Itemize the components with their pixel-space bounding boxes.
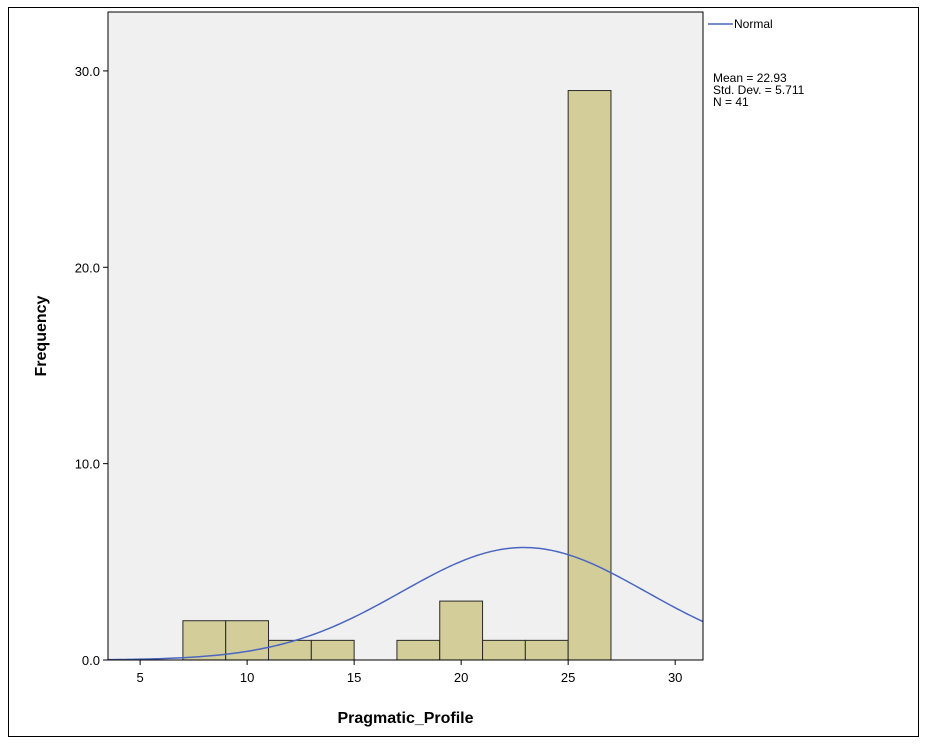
y-axis-title: Frequency <box>33 295 50 376</box>
x-tick-label-1: 10 <box>240 670 254 685</box>
y-tick-label-0: 0.0 <box>82 653 100 668</box>
bars-group <box>182 90 612 661</box>
legend: Normal Mean = 22.93 Std. Dev. = 5.711 N … <box>708 17 805 109</box>
y-axis: 0.0 10.0 20.0 30.0 <box>75 64 108 668</box>
y-tick-label-1: 10.0 <box>75 457 100 472</box>
legend-entry-normal: Normal <box>734 17 773 31</box>
normal-curve <box>107 546 704 661</box>
plot-area <box>108 12 703 660</box>
legend-stat-std: Std. Dev. = 5.711 <box>713 83 805 97</box>
x-tick-label-3: 20 <box>454 670 468 685</box>
histogram-bar-7 <box>524 639 569 661</box>
x-tick-label-0: 5 <box>136 670 143 685</box>
legend-stat-n: N = 41 <box>713 95 749 109</box>
x-tick-label-5: 30 <box>668 670 682 685</box>
x-axis: 5 10 15 20 25 30 <box>136 660 682 685</box>
histogram-bar-6 <box>482 639 526 661</box>
y-tick-label-3: 30.0 <box>75 64 100 79</box>
x-tick-label-2: 15 <box>347 670 361 685</box>
histogram-bar-8 <box>567 90 612 661</box>
histogram-bar-5 <box>439 600 484 661</box>
histogram-bar-4 <box>396 639 441 661</box>
histogram-bar-3 <box>310 639 355 661</box>
plot-border <box>107 11 704 661</box>
x-tick-label-4: 25 <box>561 670 575 685</box>
legend-stat-mean: Mean = 22.93 <box>713 71 787 85</box>
y-tick-label-2: 20.0 <box>75 260 100 275</box>
histogram-bar-0 <box>182 620 227 661</box>
x-axis-title: Pragmatic_Profile <box>337 710 473 727</box>
histogram-bar-2 <box>268 639 312 661</box>
